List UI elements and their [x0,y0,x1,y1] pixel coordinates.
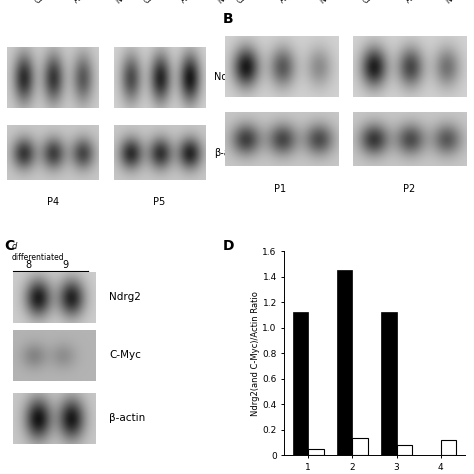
Text: Ndrg2: Ndrg2 [109,292,141,302]
Bar [381,312,397,455]
Point [85,268,91,273]
Text: Cancer: Cancer [33,0,59,5]
Bar [397,445,412,455]
Text: Ndrg2: Ndrg2 [214,72,244,82]
Bar [337,270,352,455]
Text: Adjacent: Adjacent [73,0,104,5]
Text: β-actin: β-actin [109,413,146,423]
Text: 9: 9 [63,260,69,270]
Text: Cancer: Cancer [361,0,387,5]
Point [10,268,16,273]
Bar [441,440,456,455]
Point [85,273,91,279]
Text: Normal1: Normal1 [216,0,247,5]
Text: D: D [223,239,234,254]
Text: Adjacent: Adjacent [179,0,211,5]
Text: C: C [5,239,15,254]
Text: β-actin: β-actin [214,148,248,158]
Bar [352,438,368,455]
Text: Cancer: Cancer [142,0,168,5]
Text: Normal1: Normal1 [444,0,474,5]
Text: P2: P2 [402,184,415,194]
Text: B: B [223,12,233,26]
Text: 8: 8 [26,260,32,270]
Bar [292,312,308,455]
Text: Cancer: Cancer [235,0,262,5]
Bar [308,449,324,455]
Text: Adjacent: Adjacent [404,0,435,5]
Point [85,268,91,273]
Text: P4: P4 [46,197,59,207]
Text: C-Myc: C-Myc [109,350,141,360]
Y-axis label: Ndrg2(and C-Myc)/Actin Ratio: Ndrg2(and C-Myc)/Actin Ratio [251,291,260,416]
Text: d: d [11,242,17,251]
Text: Adjacent: Adjacent [278,0,310,5]
Text: differentiated: differentiated [11,253,64,262]
Text: P1: P1 [274,184,287,194]
Text: Normal1: Normal1 [114,0,145,5]
Text: Normal1: Normal1 [318,0,349,5]
Text: P5: P5 [154,197,166,207]
